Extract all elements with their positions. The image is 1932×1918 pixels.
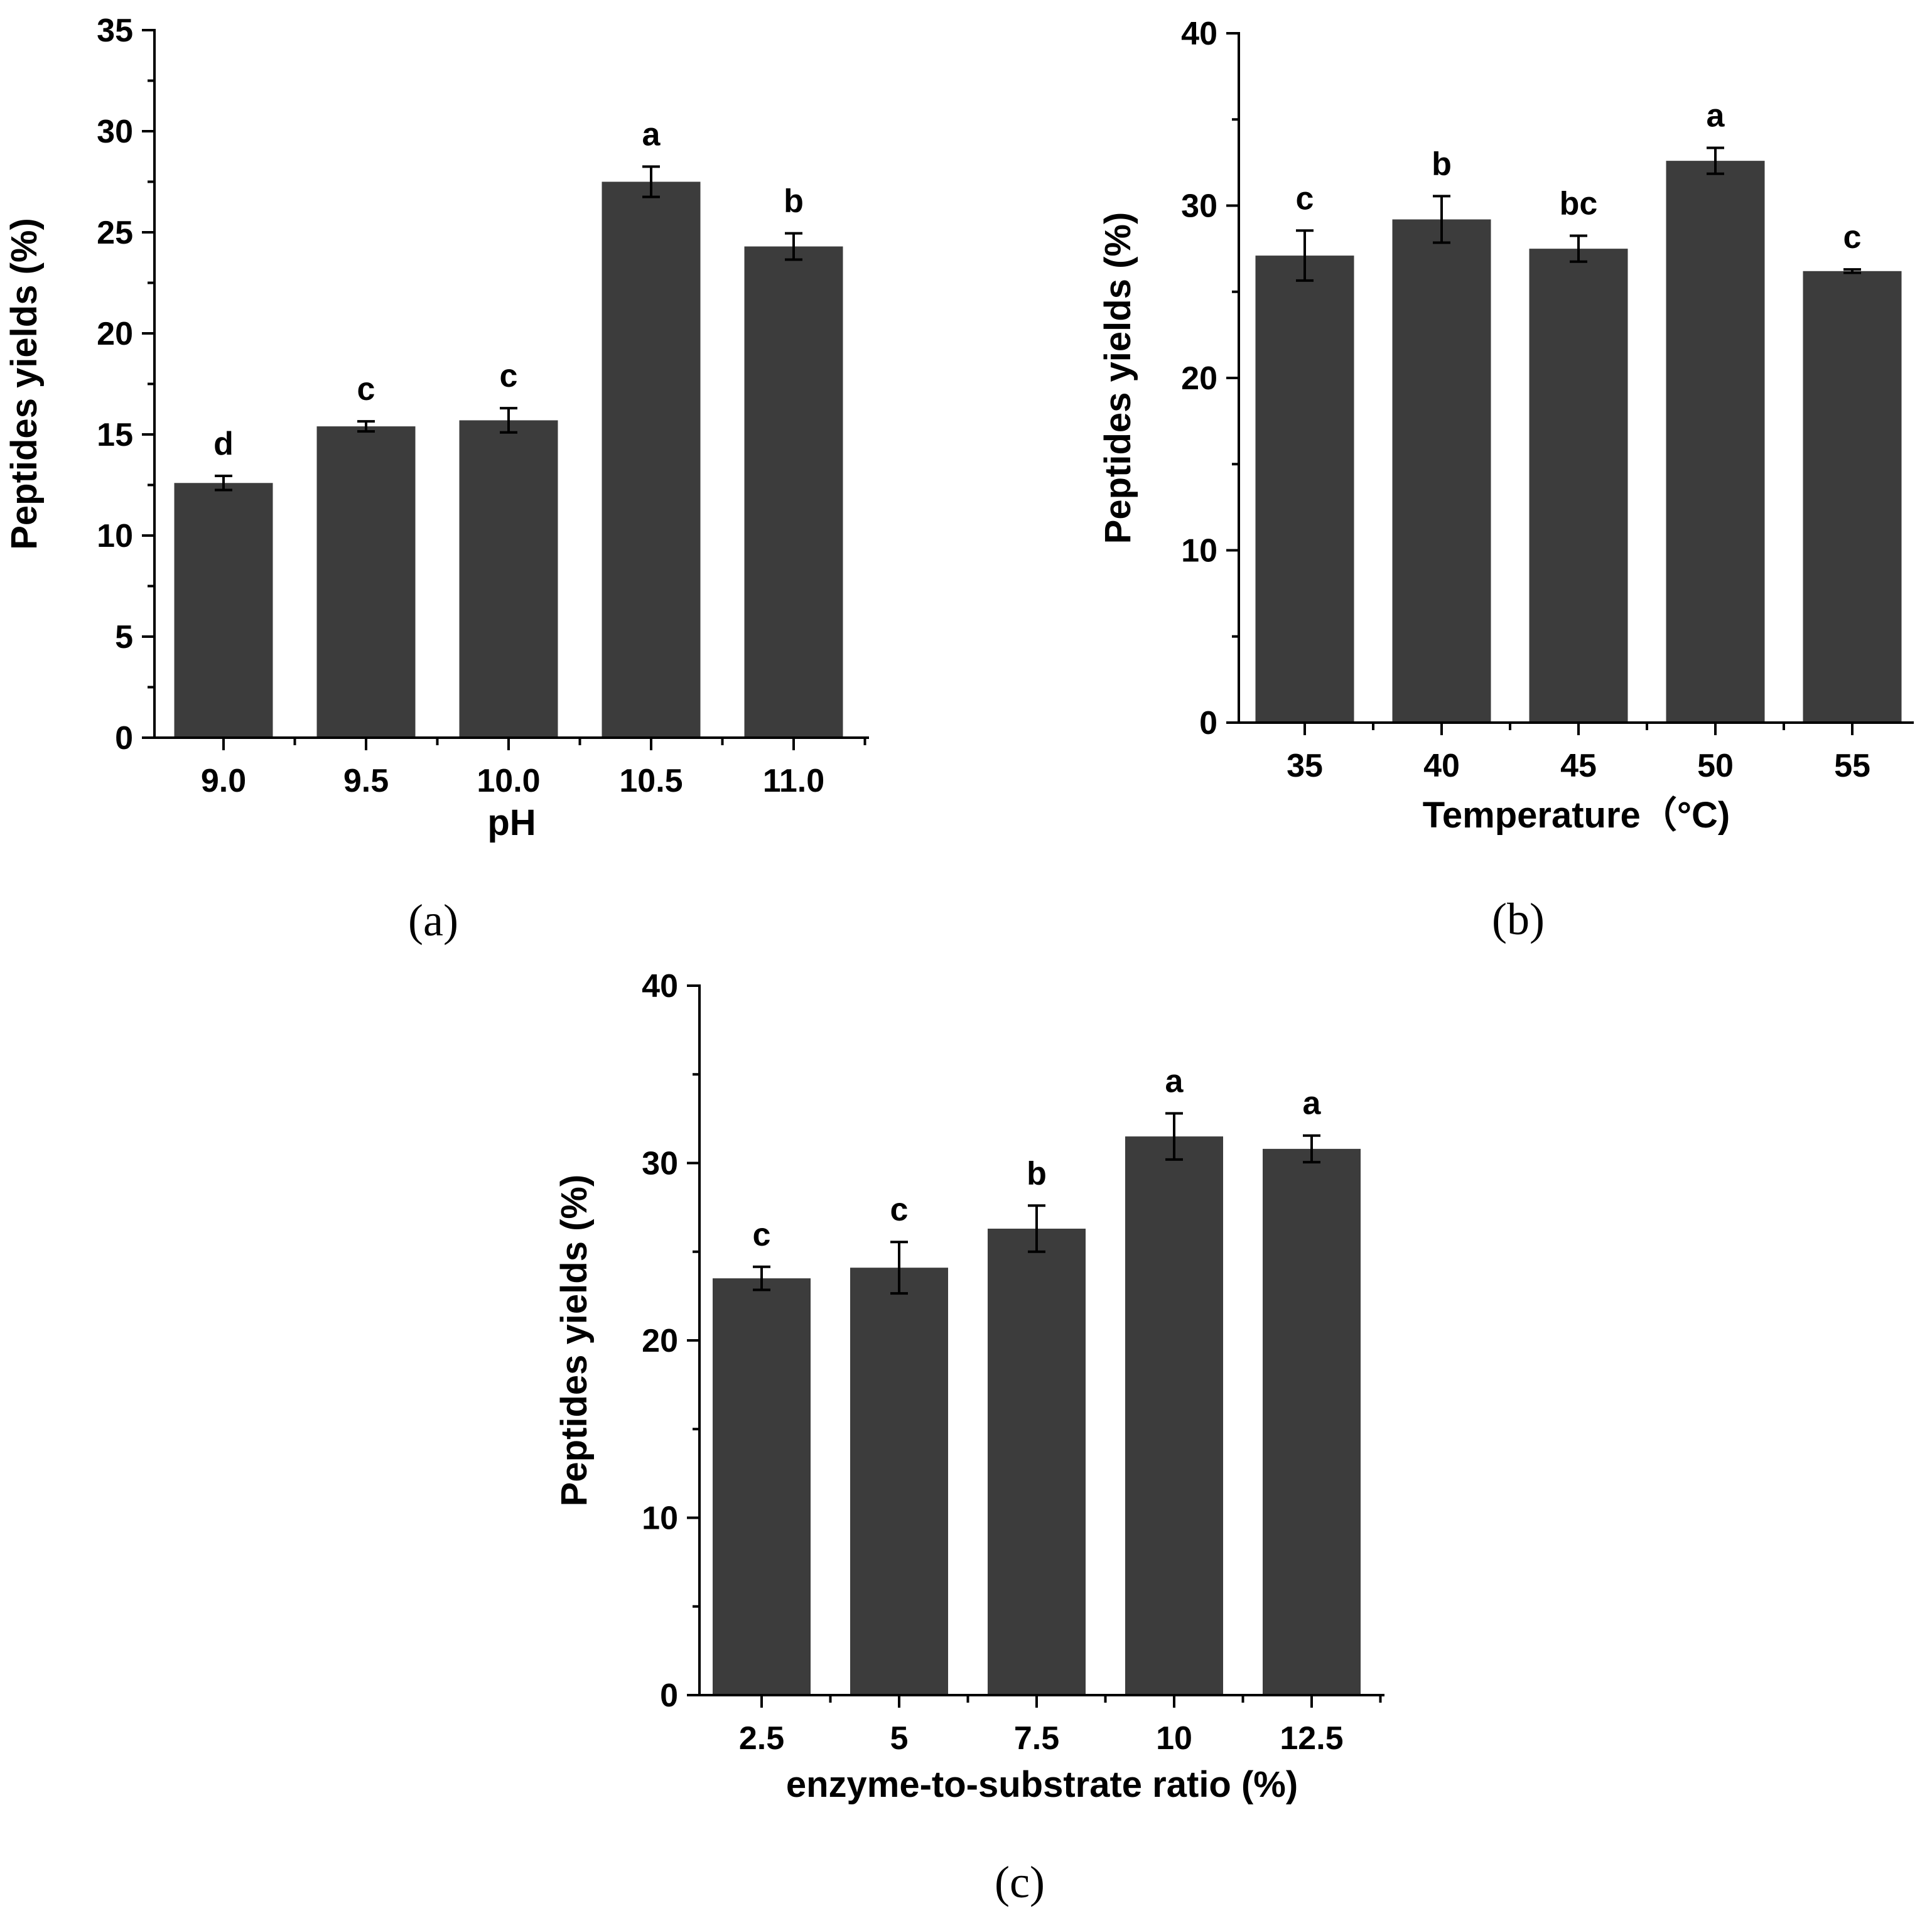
y-tick-label: 25 [97, 215, 133, 251]
x-tick-label: 12.5 [1280, 1720, 1343, 1757]
y-tick-label: 0 [1199, 705, 1217, 741]
bar-11.0 [744, 246, 843, 738]
significance-letter: d [213, 426, 234, 462]
x-tick-label: 35 [1287, 748, 1323, 784]
x-tick-label: 5 [890, 1720, 909, 1757]
panel-label: (a) [408, 895, 458, 946]
y-tick-label: 5 [115, 619, 133, 655]
bar-35 [1255, 256, 1354, 723]
significance-letter: c [753, 1217, 771, 1253]
x-tick-label: 50 [1697, 748, 1734, 784]
y-tick-label: 20 [1181, 360, 1217, 397]
significance-letter: b [1027, 1155, 1047, 1192]
significance-letter: c [890, 1192, 909, 1228]
y-tick-label: 0 [660, 1678, 678, 1714]
chart-panel-0: d 9.0 c 9.5 c 10.0 a 10.5 b 11.0 0 5 10 15 20 25 30 35 Pep… [4, 13, 869, 946]
x-axis-title: enzyme-to-substrate ratio (%) [786, 1764, 1298, 1805]
y-tick-label: 30 [642, 1146, 678, 1182]
x-tick-label: 9.5 [343, 763, 389, 799]
bar-10.0 [459, 420, 558, 738]
chart-panel-1: c 35 b 40 bc 45 a 50 c 55 0 10 20 30 40 Peptides yields… [1098, 16, 1914, 944]
bar-10 [1125, 1136, 1223, 1695]
significance-letter: a [1165, 1063, 1184, 1099]
x-tick-label: 9.0 [201, 763, 246, 799]
bar-9.0 [174, 483, 273, 738]
y-tick-label: 10 [97, 518, 133, 554]
x-tick-label: 11.0 [763, 763, 824, 799]
significance-letter: c [357, 371, 375, 407]
bar-50 [1666, 161, 1765, 723]
y-tick-label: 20 [642, 1323, 678, 1359]
y-tick-label: 40 [642, 968, 678, 1005]
panel-label: (c) [995, 1857, 1045, 1907]
bar-2.5 [713, 1278, 811, 1695]
x-tick-label: 7.5 [1014, 1720, 1059, 1757]
x-axis-title: pH [487, 802, 536, 843]
y-axis-title: Peptides yields (%) [4, 218, 45, 550]
y-tick-label: 10 [1181, 533, 1217, 569]
significance-letter: a [1303, 1086, 1322, 1122]
bar-12.5 [1263, 1148, 1361, 1695]
bar-55 [1803, 271, 1902, 723]
chart-panel-2: c 2.5 c 5 b 7.5 a 10 a 12.5 0 10 20 30 40 Peptides yiel… [554, 968, 1384, 1907]
y-tick-label: 30 [97, 114, 133, 150]
y-tick-label: 35 [97, 13, 133, 49]
y-axis-title: Peptides yields (%) [554, 1175, 595, 1507]
x-tick-label: 2.5 [739, 1720, 784, 1757]
x-tick-label: 45 [1560, 748, 1597, 784]
significance-letter: b [1432, 146, 1452, 182]
bar-5 [850, 1268, 948, 1695]
x-tick-label: 10.5 [619, 763, 683, 799]
bar-7.5 [988, 1229, 1086, 1695]
y-tick-label: 0 [115, 720, 133, 757]
x-axis-title: Temperature（°C) [1423, 795, 1730, 836]
y-tick-label: 15 [97, 417, 133, 453]
significance-letter: c [500, 358, 518, 394]
bar-10.5 [602, 181, 701, 738]
significance-letter: c [1843, 219, 1862, 256]
significance-letter: a [1707, 98, 1725, 134]
x-tick-label: 55 [1834, 748, 1870, 784]
y-tick-label: 30 [1181, 188, 1217, 225]
significance-letter: b [784, 183, 804, 220]
bar-9.5 [316, 426, 416, 738]
significance-letter: bc [1560, 186, 1598, 222]
x-tick-label: 10.0 [477, 763, 540, 799]
y-tick-label: 10 [642, 1500, 678, 1537]
panel-label: (b) [1492, 894, 1545, 944]
y-tick-label: 40 [1181, 16, 1217, 52]
x-tick-label: 40 [1423, 748, 1460, 784]
significance-letter: a [642, 116, 661, 153]
bar-45 [1529, 249, 1628, 723]
y-axis-title: Peptides yields (%) [1098, 212, 1138, 544]
y-tick-label: 20 [97, 316, 133, 352]
significance-letter: c [1296, 180, 1314, 217]
bar-40 [1392, 219, 1491, 723]
x-tick-label: 10 [1156, 1720, 1192, 1757]
